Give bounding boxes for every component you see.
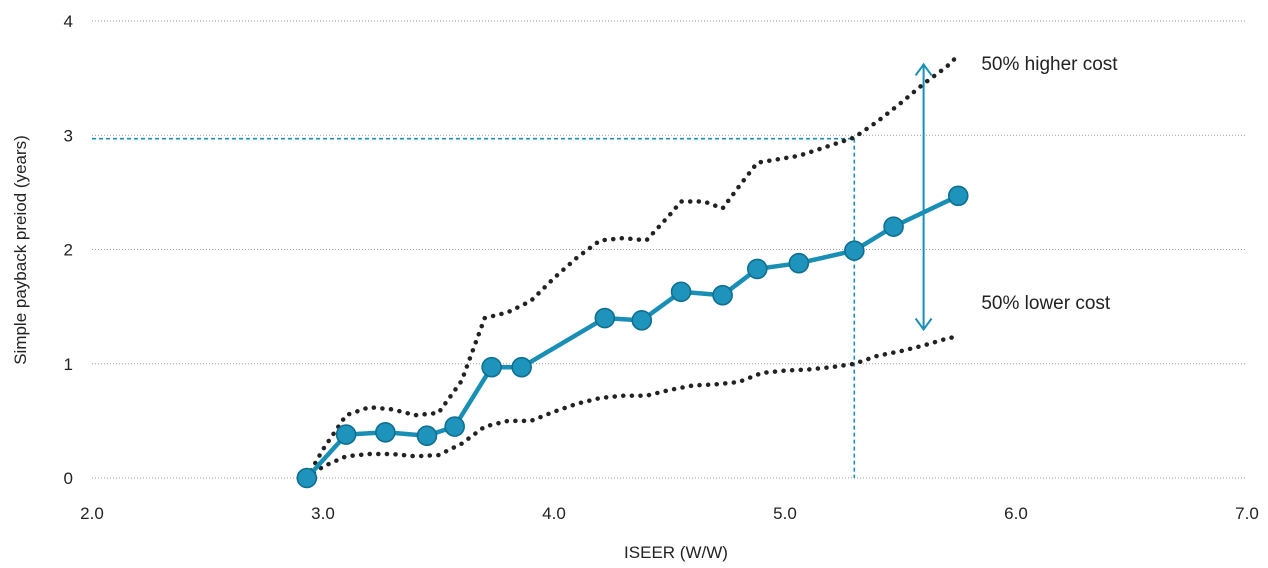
x-tick-label: 3.0 bbox=[311, 504, 335, 523]
data-point bbox=[712, 284, 733, 306]
lower-cost-line bbox=[304, 334, 961, 481]
data-point bbox=[335, 424, 357, 445]
x-tick-label: 2.0 bbox=[80, 504, 104, 523]
y-tick-label: 3 bbox=[64, 126, 73, 145]
data-point bbox=[296, 467, 318, 489]
data-point bbox=[511, 356, 532, 378]
data-point bbox=[788, 252, 810, 274]
tick-labels: 0 1 2 3 4 2.0 3.0 4.0 5.0 6.0 7.0 bbox=[64, 12, 1259, 523]
data-point bbox=[375, 421, 396, 443]
lower-cost-annotation: 50% lower cost bbox=[981, 293, 1111, 314]
range-arrow-head-bottom bbox=[914, 317, 933, 332]
data-markers bbox=[296, 185, 969, 489]
y-tick-label: 4 bbox=[64, 12, 73, 31]
reference-lines bbox=[92, 137, 856, 478]
data-point bbox=[631, 310, 653, 331]
data-point bbox=[947, 185, 969, 207]
y-axis-title: Simple payback preiod (years) bbox=[11, 135, 30, 365]
x-axis-title: ISEER (W/W) bbox=[624, 543, 728, 562]
payback-line bbox=[305, 193, 960, 480]
y-tick-label: 1 bbox=[64, 355, 73, 374]
x-tick-label: 6.0 bbox=[1004, 504, 1028, 523]
x-tick-label: 4.0 bbox=[542, 504, 566, 523]
data-point bbox=[746, 258, 768, 280]
data-point bbox=[843, 240, 865, 261]
range-arrow-head-top bbox=[914, 62, 933, 77]
annotations: 50% higher cost 50% lower cost bbox=[981, 54, 1118, 314]
y-tick-label: 2 bbox=[64, 241, 73, 260]
data-point bbox=[481, 356, 502, 378]
range-arrow bbox=[914, 62, 933, 332]
grid-lines bbox=[92, 20, 1247, 479]
x-tick-label: 7.0 bbox=[1235, 504, 1259, 523]
higher-cost-annotation: 50% higher cost bbox=[981, 54, 1118, 75]
data-point bbox=[444, 416, 465, 437]
x-tick-label: 5.0 bbox=[773, 504, 797, 523]
y-tick-label: 0 bbox=[64, 469, 73, 488]
higher-cost-line bbox=[304, 53, 961, 481]
data-point bbox=[594, 307, 616, 329]
data-point bbox=[883, 216, 904, 237]
data-point bbox=[416, 425, 438, 447]
data-point bbox=[670, 281, 692, 303]
series-lines bbox=[304, 53, 961, 481]
